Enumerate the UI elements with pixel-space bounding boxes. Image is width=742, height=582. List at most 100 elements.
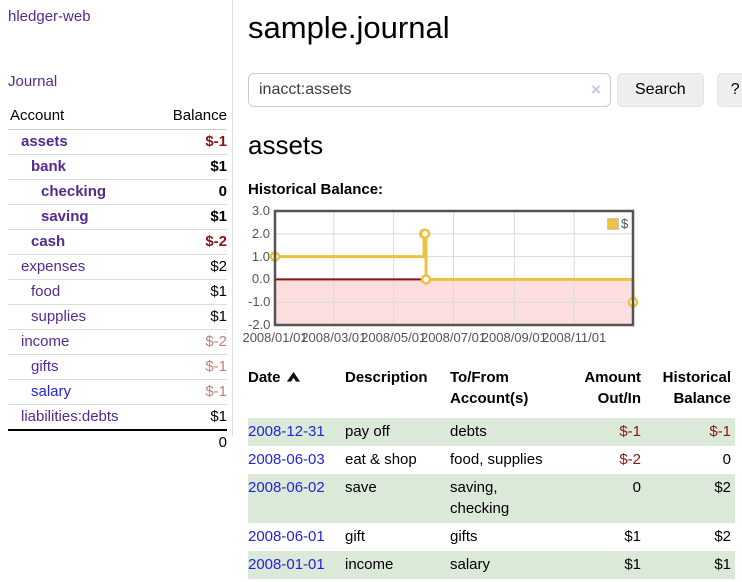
date-cell: 2008-06-02 [248, 474, 345, 523]
accounts-total-value: 0 [153, 429, 227, 455]
account-balance: $-1 [153, 129, 227, 155]
header-label: Balance [673, 390, 731, 407]
account-name-cell: expenses [8, 254, 154, 280]
account-link-checking[interactable]: checking [41, 183, 107, 200]
account-link-cash[interactable]: cash [31, 233, 66, 250]
accounts-header-account: Account [8, 104, 154, 130]
account-link-gifts[interactable]: gifts [31, 358, 59, 375]
brand-link[interactable]: hledger-web [8, 8, 91, 25]
description-cell: income [345, 556, 394, 573]
search-bar: × Search ? [248, 73, 742, 107]
amount-cell: $1 [624, 528, 641, 545]
description-cell: pay off [345, 423, 390, 440]
account-link-saving[interactable]: saving [41, 208, 89, 225]
account-name-cell: liabilities:debts [8, 404, 154, 431]
account-name-cell: food [8, 279, 154, 305]
search-button[interactable]: Search [617, 73, 704, 107]
date-cell: 2008-12-31 [248, 418, 345, 446]
chart-title: Historical Balance: [248, 181, 384, 198]
header-label: Date [248, 369, 281, 386]
x-axis-tick: 2008/09/01 [481, 330, 547, 345]
amount-cell: $-1 [619, 423, 641, 440]
page-title: sample.journal [248, 10, 450, 45]
sort-asc-icon [286, 371, 300, 382]
tofrom-accounts: debts [450, 423, 487, 440]
register-row[interactable]: 2008-01-01 income salary $1 $1 [248, 551, 735, 579]
account-link-income[interactable]: income [21, 333, 70, 350]
x-axis-tick: 2008/03/01 [301, 330, 367, 345]
account-name-cell: assets [8, 129, 154, 155]
register-row[interactable]: 2008-12-31 pay off debts $-1 $-1 [248, 418, 735, 446]
account-balance: $-2 [153, 329, 227, 355]
x-axis-tick: 2008/11/01 [542, 330, 607, 345]
header-label: Historical [662, 369, 731, 386]
historical-balance-chart[interactable]: 3.0 2.0 1.0 0.0 -1.0 -2.0 2008/01/01 2008/03/01… [242, 204, 678, 350]
account-link-bank[interactable]: bank [31, 158, 67, 175]
description-cell: save [345, 479, 377, 496]
balance-cell: $2 [714, 479, 731, 496]
date-link[interactable]: 2008-12-31 [248, 423, 325, 440]
account-link-supplies[interactable]: supplies [31, 308, 87, 325]
account-link-salary[interactable]: salary [31, 383, 72, 400]
account-link-liabilities-debts[interactable]: liabilities:debts [21, 408, 119, 425]
register-row[interactable]: 2008-06-02 save saving, checking 0 $2 [248, 474, 735, 523]
account-link-assets[interactable]: assets [21, 133, 68, 150]
balance-cell: $2 [714, 528, 731, 545]
y-axis-tick: 0.0 [251, 271, 270, 287]
date-cell: 2008-01-01 [248, 551, 345, 579]
x-axis-tick: 2008/07/01 [420, 330, 487, 345]
chart-canvas[interactable] [269, 208, 639, 328]
date-link[interactable]: 2008-06-03 [248, 451, 325, 468]
tofrom-accounts: salary [450, 556, 491, 573]
x-axis-tick: 2008/01/01 [242, 330, 308, 345]
tofrom-cell: gifts [450, 523, 570, 551]
help-button[interactable]: ? [716, 73, 742, 107]
description-cell: eat & shop [345, 451, 417, 468]
tofrom-cell: food, supplies [450, 446, 570, 474]
search-input[interactable] [248, 73, 611, 107]
y-axis-tick: -1.0 [248, 294, 271, 310]
header-label: To/From [450, 369, 509, 386]
register-row[interactable]: 2008-06-03 eat & shop food, supplies $-2 0 [248, 446, 735, 474]
account-name-cell: gifts [8, 354, 154, 380]
header-label: Account(s) [450, 390, 529, 407]
tofrom-accounts: checking [450, 500, 510, 517]
x-axis-tick: 2008/05/01 [361, 330, 427, 345]
register-header-date[interactable]: Date [248, 367, 345, 418]
balance-cell: $1 [714, 556, 731, 573]
account-balance: 0 [153, 179, 227, 205]
date-link[interactable]: 2008-06-01 [248, 528, 325, 545]
account-link-food[interactable]: food [31, 283, 61, 300]
account-row: saving $1 [8, 204, 227, 230]
sidebar-item-journal[interactable]: Journal [8, 73, 58, 90]
account-row: supplies $1 [8, 304, 227, 330]
register-table: Date Description To/From Account(s) Amount Ou… [248, 367, 735, 579]
legend-swatch-icon [607, 217, 619, 230]
account-row: salary $-1 [8, 379, 227, 405]
date-link[interactable]: 2008-01-01 [248, 556, 325, 573]
date-link[interactable]: 2008-06-02 [248, 479, 325, 496]
clear-search-icon[interactable]: × [591, 80, 601, 99]
main-content: sample.journal × Search ? assets Histori… [242, 0, 742, 579]
account-heading: assets [248, 130, 324, 160]
accounts-header-row: Account Balance [8, 104, 227, 130]
date-cell: 2008-06-03 [248, 446, 345, 474]
register-row[interactable]: 2008-06-01 gift gifts $1 $2 [248, 523, 735, 551]
register-header-amount: Amount Out/In [570, 367, 645, 418]
account-name-cell: bank [8, 154, 154, 180]
account-row: bank $1 [8, 154, 227, 180]
account-link-expenses[interactable]: expenses [21, 258, 86, 275]
account-balance: $-1 [153, 379, 227, 405]
tofrom-cell: saving, checking [450, 474, 570, 523]
amount-cell: 0 [632, 479, 641, 496]
account-balance: $1 [153, 154, 227, 180]
tofrom-cell: debts [450, 418, 570, 446]
account-balance: $1 [153, 279, 227, 305]
tofrom-cell: salary [450, 551, 570, 579]
amount-cell: $1 [624, 556, 641, 573]
account-row: gifts $-1 [8, 354, 227, 380]
account-row: food $1 [8, 279, 227, 305]
header-label: Out/In [597, 390, 641, 407]
tofrom-accounts: gifts [450, 528, 478, 545]
account-name-cell: salary [8, 379, 154, 405]
